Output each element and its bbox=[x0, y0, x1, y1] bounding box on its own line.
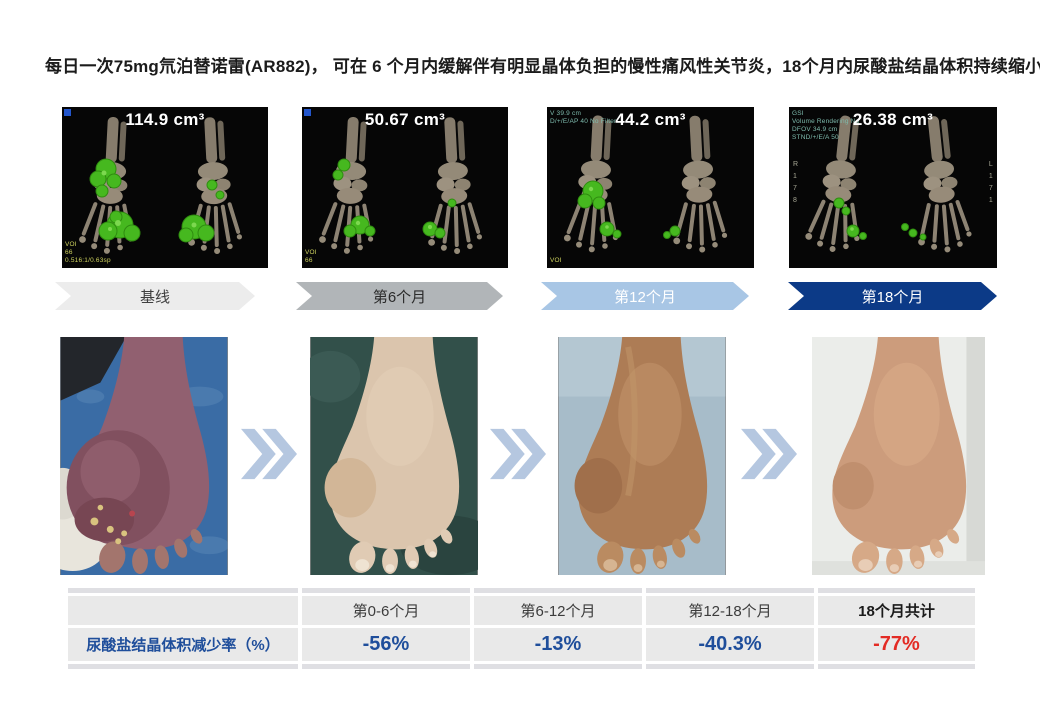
ct-scan-panel-month18: GSI Volume Rendering No DFOV 34.9 cm STN… bbox=[789, 107, 997, 268]
ct-side-marker-right-foot: R 1 7 8 bbox=[793, 161, 799, 204]
ct-corner-marker bbox=[64, 109, 71, 116]
double-chevron-icon bbox=[241, 428, 297, 480]
table-header-month0-6: 第0-6个月 bbox=[302, 596, 470, 625]
crystal-volume-label: 26.38 cm³ bbox=[852, 110, 934, 129]
foot-photo-baseline bbox=[60, 337, 228, 575]
dect-foot-render-icon bbox=[547, 107, 754, 268]
timeline-stage-label: 第6个月 bbox=[372, 288, 427, 306]
ct-meta-text: GSI Volume Rendering No DFOV 34.9 cm STN… bbox=[792, 110, 860, 141]
foot-photo-month18 bbox=[812, 337, 985, 575]
foot-photo-month6 bbox=[310, 337, 478, 575]
table-header-empty bbox=[68, 596, 298, 625]
timeline-stage-month18: 第18个月 bbox=[788, 282, 997, 310]
progress-separator-2 bbox=[490, 424, 546, 484]
ct-side-marker-left-foot: L 1 7 1 bbox=[988, 161, 993, 204]
foot-photo-image bbox=[812, 337, 985, 575]
timeline-stage-label: 基线 bbox=[139, 288, 170, 306]
ct-scan-panel-baseline: 114.9 cm³ VOI 66 0.516:1/0.63sp bbox=[62, 107, 268, 268]
ct-scan-panel-month12: V 39.9 cm D/+/E/AP 40 No Filter 44.2 cm³… bbox=[547, 107, 754, 268]
page-title: 每日一次75mg氘泊替诺雷(AR882)， 可在 6 个月内缓解伴有明显晶体负担… bbox=[45, 57, 1040, 76]
foot-photo-image bbox=[310, 337, 478, 575]
ct-meta-text: V 39.9 cm D/+/E/AP 40 No Filter bbox=[550, 110, 617, 125]
ct-scan-panel-month6: 50.67 cm³ VOI 66 bbox=[302, 107, 508, 268]
foot-photo-image bbox=[558, 337, 726, 575]
ct-meta-text: VOI 66 bbox=[305, 249, 317, 264]
table-header-month12-18: 第12-18个月 bbox=[646, 596, 814, 625]
timeline-stage-label: 第18个月 bbox=[861, 288, 924, 306]
table-header-total18: 18个月共计 bbox=[818, 596, 975, 625]
crystal-volume-label: 50.67 cm³ bbox=[364, 110, 446, 129]
table-bottom-strip bbox=[68, 664, 975, 669]
ct-meta-text: VOI bbox=[550, 257, 562, 264]
dect-foot-render-icon bbox=[789, 107, 997, 268]
ct-corner-marker bbox=[304, 109, 311, 116]
timeline-stage-month6: 第6个月 bbox=[296, 282, 503, 310]
foot-photo-image bbox=[60, 337, 228, 575]
dect-foot-render-icon bbox=[302, 107, 508, 268]
crystal-volume-label: 114.9 cm³ bbox=[125, 110, 205, 129]
table-row-label: 尿酸盐结晶体积减少率（%） bbox=[68, 628, 298, 661]
table-top-strip bbox=[68, 588, 975, 593]
progress-separator-3 bbox=[741, 424, 797, 484]
reduction-value-month6-12: -13% bbox=[474, 628, 642, 661]
table-data-row: 尿酸盐结晶体积减少率（%） -56% -13% -40.3% -77% bbox=[68, 628, 975, 661]
timeline-stage-label: 第12个月 bbox=[614, 288, 676, 306]
ct-meta-text: VOI 66 0.516:1/0.63sp bbox=[65, 241, 111, 264]
dect-foot-render-icon bbox=[62, 107, 268, 268]
table-header-row: 第0-6个月 第6-12个月 第12-18个月 18个月共计 bbox=[68, 596, 975, 625]
double-chevron-icon bbox=[741, 428, 797, 480]
reduction-value-month0-6: -56% bbox=[302, 628, 470, 661]
timeline-stage-baseline: 基线 bbox=[55, 282, 255, 310]
progress-separator-1 bbox=[241, 424, 297, 484]
reduction-value-total18: -77% bbox=[818, 628, 975, 661]
timeline-stage-month12: 第12个月 bbox=[541, 282, 749, 310]
double-chevron-icon bbox=[490, 428, 546, 480]
table-header-month6-12: 第6-12个月 bbox=[474, 596, 642, 625]
crystal-volume-label: 44.2 cm³ bbox=[615, 110, 686, 129]
reduction-value-month12-18: -40.3% bbox=[646, 628, 814, 661]
foot-photo-month12 bbox=[558, 337, 726, 575]
